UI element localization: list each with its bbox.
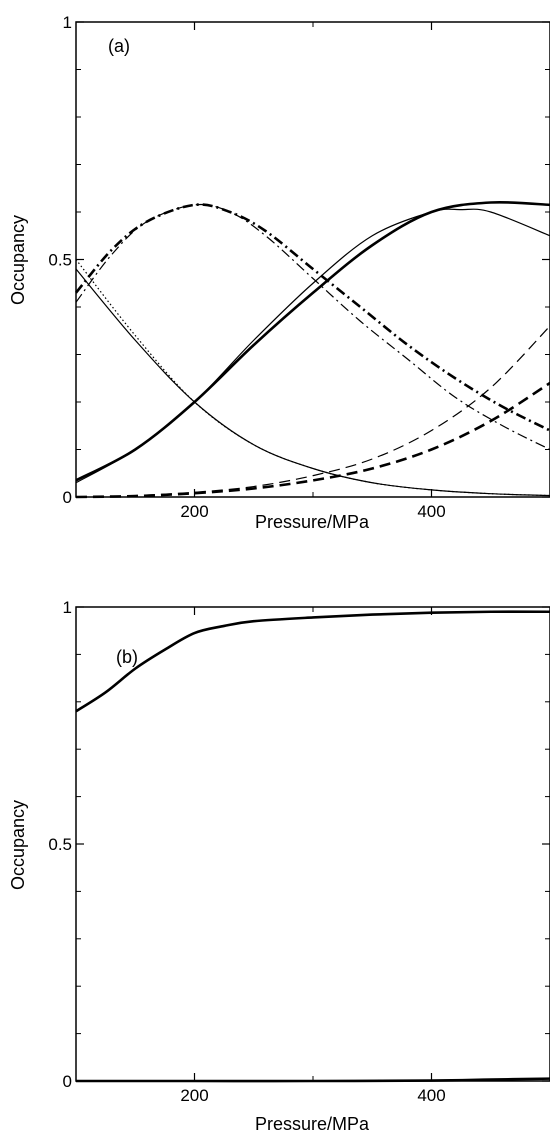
x-axis-label: Pressure/MPa (255, 1114, 370, 1134)
panel-label: (b) (116, 647, 138, 667)
y-tick-label: 1 (63, 598, 72, 617)
panel-label: (a) (108, 36, 130, 56)
series-line-0 (75, 268, 550, 497)
series-group (75, 200, 550, 499)
y-tick-label: 0 (63, 488, 72, 507)
x-axis-label: Pressure/MPa (255, 512, 370, 532)
series-line-0 (75, 610, 550, 713)
series-line-5 (75, 208, 550, 484)
plot-frame (75, 21, 550, 498)
series-line-4 (75, 200, 550, 482)
series-line-6 (75, 381, 550, 499)
series-group (75, 610, 550, 1083)
y-axis-label: Occupancy (8, 800, 28, 890)
x-tick-label: 200 (180, 1086, 208, 1105)
y-tick-label: 1 (63, 13, 72, 32)
plot-frame (75, 606, 550, 1082)
series-line-2 (75, 203, 550, 432)
y-tick-label: 0 (63, 1072, 72, 1091)
y-axis-label: Occupancy (8, 215, 28, 305)
x-tick-label: 200 (180, 502, 208, 521)
series-line-7 (75, 325, 550, 498)
x-tick-label: 400 (417, 1086, 445, 1105)
series-line-1 (75, 259, 550, 497)
x-tick-label: 400 (417, 502, 445, 521)
panel-b: (b) Pressure/MPa Occupancy 200 400 0 0.5 1 (8, 598, 550, 1134)
series-line-1 (76, 1077, 550, 1083)
axis-ticks: 200 400 0 0.5 1 (48, 13, 550, 521)
y-tick-label: 0.5 (48, 835, 72, 854)
y-tick-label: 0.5 (48, 251, 72, 270)
series-line-3 (75, 203, 550, 451)
panel-a: (a) Pressure/MPa Occupancy 200 400 0 0.5 1 (8, 13, 550, 532)
axis-ticks: 200 400 0 0.5 1 (48, 598, 550, 1105)
